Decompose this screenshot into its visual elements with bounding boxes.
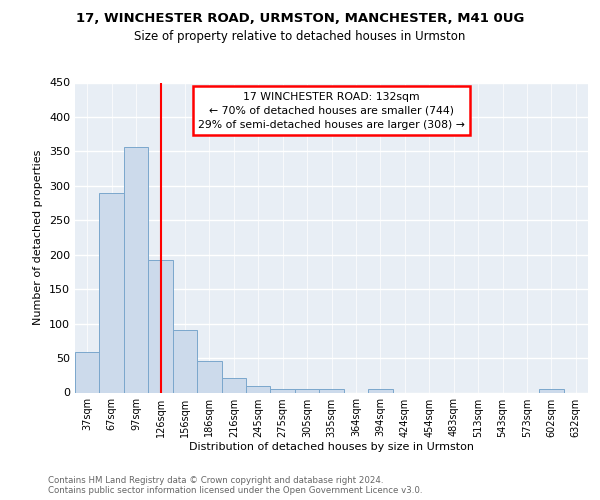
- X-axis label: Distribution of detached houses by size in Urmston: Distribution of detached houses by size …: [189, 442, 474, 452]
- Bar: [221, 378, 246, 392]
- Bar: [197, 361, 221, 392]
- Bar: [246, 386, 271, 392]
- Bar: [173, 330, 197, 392]
- Text: 17 WINCHESTER ROAD: 132sqm
← 70% of detached houses are smaller (744)
29% of sem: 17 WINCHESTER ROAD: 132sqm ← 70% of deta…: [198, 92, 465, 130]
- Bar: [319, 389, 344, 392]
- Text: 17, WINCHESTER ROAD, URMSTON, MANCHESTER, M41 0UG: 17, WINCHESTER ROAD, URMSTON, MANCHESTER…: [76, 12, 524, 25]
- Bar: [539, 389, 563, 392]
- Bar: [75, 352, 100, 393]
- Bar: [271, 389, 295, 392]
- Text: Contains public sector information licensed under the Open Government Licence v3: Contains public sector information licen…: [48, 486, 422, 495]
- Text: Size of property relative to detached houses in Urmston: Size of property relative to detached ho…: [134, 30, 466, 43]
- Bar: [124, 148, 148, 392]
- Bar: [295, 389, 319, 392]
- Text: Contains HM Land Registry data © Crown copyright and database right 2024.: Contains HM Land Registry data © Crown c…: [48, 476, 383, 485]
- Bar: [368, 389, 392, 392]
- Bar: [148, 260, 173, 392]
- Bar: [100, 194, 124, 392]
- Y-axis label: Number of detached properties: Number of detached properties: [34, 150, 43, 325]
